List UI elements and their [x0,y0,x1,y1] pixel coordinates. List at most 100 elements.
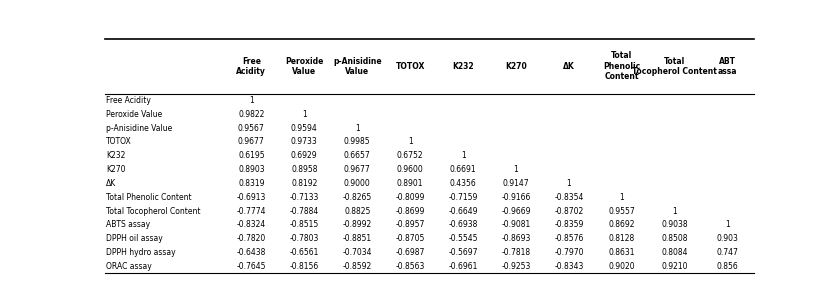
Text: Total Phenolic Content: Total Phenolic Content [106,193,192,202]
Text: 1: 1 [408,138,412,146]
Text: -0.7159: -0.7159 [448,193,478,202]
Text: 0.4356: 0.4356 [450,179,477,188]
Text: 1: 1 [514,165,519,174]
Text: -0.8992: -0.8992 [343,220,372,229]
Text: -0.8515: -0.8515 [290,220,319,229]
Text: K232: K232 [453,62,474,71]
Text: 0.8508: 0.8508 [661,234,688,243]
Text: 0.8128: 0.8128 [608,234,635,243]
Text: -0.8699: -0.8699 [396,207,425,216]
Text: 0.6657: 0.6657 [344,151,370,160]
Text: 1: 1 [726,220,730,229]
Text: p-Anisidine Value: p-Anisidine Value [106,124,173,133]
Text: -0.8563: -0.8563 [396,262,425,271]
Text: 0.8825: 0.8825 [344,207,370,216]
Text: 0.9822: 0.9822 [238,110,265,119]
Text: -0.8702: -0.8702 [554,207,583,216]
Text: -0.8354: -0.8354 [554,193,583,202]
Text: K232: K232 [106,151,126,160]
Text: TOTOX: TOTOX [106,138,132,146]
Text: -0.8592: -0.8592 [343,262,372,271]
Text: 0.9567: 0.9567 [238,124,265,133]
Text: Free Acidity: Free Acidity [106,96,151,105]
Text: Peroxide Value: Peroxide Value [106,110,163,119]
Text: 0.747: 0.747 [716,248,738,257]
Text: -0.6961: -0.6961 [448,262,478,271]
Text: -0.5545: -0.5545 [448,234,478,243]
Text: DPPH hydro assay: DPPH hydro assay [106,248,176,257]
Text: -0.7970: -0.7970 [554,248,584,257]
Text: -0.6913: -0.6913 [236,193,266,202]
Text: 1: 1 [354,124,360,133]
Text: -0.7884: -0.7884 [290,207,319,216]
Text: -0.8324: -0.8324 [237,220,266,229]
Text: -0.8693: -0.8693 [501,234,530,243]
Text: ΔK: ΔK [106,179,116,188]
Text: 0.6691: 0.6691 [450,165,476,174]
Text: 1: 1 [461,151,465,160]
Text: -0.9253: -0.9253 [501,262,530,271]
Text: ORAC assay: ORAC assay [106,262,152,271]
Text: 1: 1 [672,207,677,216]
Text: 0.6752: 0.6752 [397,151,423,160]
Text: -0.8957: -0.8957 [396,220,425,229]
Text: 0.8631: 0.8631 [608,248,635,257]
Text: -0.8359: -0.8359 [554,220,583,229]
Text: -0.7820: -0.7820 [237,234,266,243]
Text: -0.8099: -0.8099 [396,193,425,202]
Text: 0.9733: 0.9733 [291,138,318,146]
Text: 0.856: 0.856 [716,262,738,271]
Text: 0.9000: 0.9000 [344,179,370,188]
Text: -0.8156: -0.8156 [290,262,319,271]
Text: -0.7818: -0.7818 [501,248,530,257]
Text: 0.9594: 0.9594 [291,124,318,133]
Text: 0.8901: 0.8901 [397,179,423,188]
Text: -0.8705: -0.8705 [396,234,425,243]
Text: 1: 1 [566,179,572,188]
Text: ΔK: ΔK [563,62,575,71]
Text: -0.8343: -0.8343 [554,262,583,271]
Text: 0.9210: 0.9210 [661,262,688,271]
Text: -0.9669: -0.9669 [501,207,530,216]
Text: 0.6195: 0.6195 [238,151,265,160]
Text: 0.9600: 0.9600 [396,165,423,174]
Text: 0.9020: 0.9020 [608,262,635,271]
Text: 0.9677: 0.9677 [238,138,265,146]
Text: 0.8084: 0.8084 [661,248,688,257]
Text: 0.903: 0.903 [716,234,738,243]
Text: DPPH oil assay: DPPH oil assay [106,234,163,243]
Text: -0.7803: -0.7803 [290,234,319,243]
Text: -0.6438: -0.6438 [236,248,266,257]
Text: 1: 1 [249,96,254,105]
Text: -0.8851: -0.8851 [343,234,372,243]
Text: 1: 1 [302,110,307,119]
Text: 0.8903: 0.8903 [238,165,265,174]
Text: 0.6929: 0.6929 [291,151,318,160]
Text: Total
Phenolic
Content: Total Phenolic Content [603,52,640,81]
Text: 0.8192: 0.8192 [291,179,318,188]
Text: -0.7774: -0.7774 [236,207,266,216]
Text: 0.9557: 0.9557 [608,207,635,216]
Text: K270: K270 [106,165,126,174]
Text: Peroxide
Value: Peroxide Value [285,57,323,76]
Text: 0.9985: 0.9985 [344,138,370,146]
Text: -0.8265: -0.8265 [343,193,372,202]
Text: -0.5697: -0.5697 [448,248,478,257]
Text: -0.7645: -0.7645 [236,262,266,271]
Text: Free
Acidity: Free Acidity [236,57,266,76]
Text: -0.6987: -0.6987 [396,248,425,257]
Text: 0.8692: 0.8692 [608,220,635,229]
Text: -0.8576: -0.8576 [554,234,583,243]
Text: ABTS assay: ABTS assay [106,220,150,229]
Text: Total
Tocopherol Content: Total Tocopherol Content [633,57,717,76]
Text: -0.6649: -0.6649 [448,207,478,216]
Text: -0.7133: -0.7133 [290,193,319,202]
Text: -0.6561: -0.6561 [290,248,319,257]
Text: K270: K270 [505,62,527,71]
Text: 1: 1 [619,193,624,202]
Text: -0.7034: -0.7034 [343,248,372,257]
Text: TOTOX: TOTOX [396,62,425,71]
Text: 0.9677: 0.9677 [344,165,370,174]
Text: 0.8319: 0.8319 [238,179,265,188]
Text: -0.9081: -0.9081 [501,220,530,229]
